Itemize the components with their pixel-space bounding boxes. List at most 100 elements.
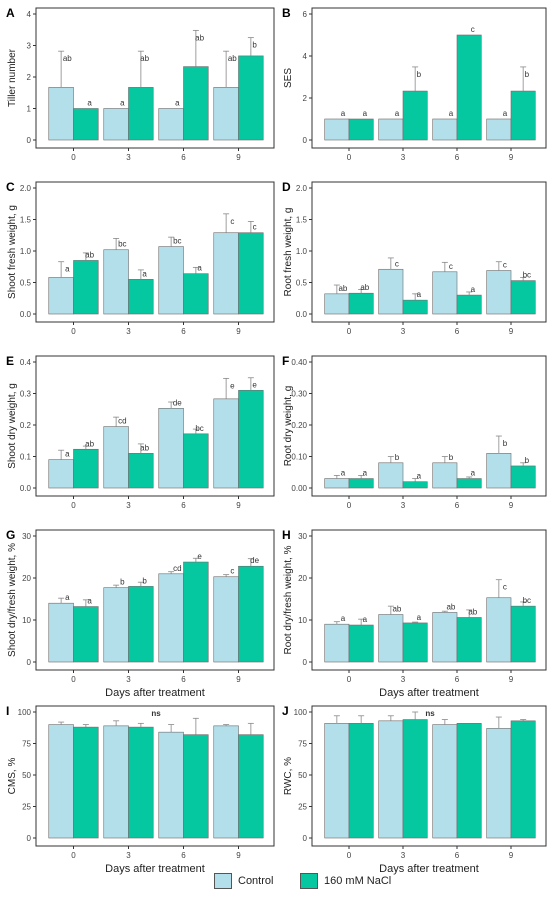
- ytick-label: 0.2: [20, 421, 32, 430]
- significance-label: c: [503, 583, 507, 592]
- panel-c: C 0.0 0.5 1.0 1.5 2.0 Shoot fresh weight, g 0 a a…: [6, 180, 275, 336]
- ytick-label: 0: [303, 136, 308, 145]
- significance-label: a: [65, 593, 70, 602]
- bar-nacl-day-3: [128, 453, 154, 489]
- significance-label: bc: [173, 237, 181, 246]
- bar-nacl-day-3: [128, 586, 154, 663]
- bar-control-day-6: [158, 108, 184, 141]
- bar-nacl-day-0: [73, 606, 99, 663]
- significance-label: bc: [523, 271, 531, 280]
- bar-nacl-day-0: [73, 108, 99, 141]
- bar-control-day-6: [432, 612, 458, 663]
- xtick-label: 0: [71, 327, 76, 336]
- bar-nacl-day-0: [73, 448, 99, 489]
- bar-control-day-3: [378, 720, 404, 839]
- panel-frame-d: [311, 181, 547, 323]
- significance-label: a: [175, 99, 180, 108]
- xtick-label: 6: [455, 501, 460, 510]
- ytick-label: 0.0: [296, 310, 308, 319]
- ytick-label: 0: [27, 136, 32, 145]
- xtick-label: 3: [401, 851, 406, 860]
- panel-f: F 0.00 0.10 0.20 0.30 0.40 Root dry weight, g 0…: [282, 354, 547, 510]
- bar-control-day-0: [48, 602, 74, 663]
- significance-label: c: [253, 223, 257, 232]
- significance-label: de: [173, 398, 182, 407]
- panel-frame-e: [35, 355, 275, 497]
- x-axis-title-h: Days after treatment: [379, 687, 479, 699]
- bar-nacl-day-6: [183, 273, 209, 315]
- ytick-label: 0.10: [291, 453, 307, 462]
- significance-label: a: [417, 472, 422, 481]
- significance-label: de: [250, 556, 259, 565]
- x-axis-title-i: Days after treatment: [105, 863, 205, 875]
- significance-label: b: [449, 453, 454, 462]
- ytick-label: 30: [298, 532, 307, 541]
- xtick-label: 0: [71, 675, 76, 684]
- panel-d: D 0.0 0.5 1.0 1.5 2.0 Root fresh weight, g 0 ab a…: [282, 180, 547, 336]
- legend-label-control: Control: [238, 875, 274, 887]
- bar-control-day-3: [378, 268, 404, 315]
- legend-swatch-nacl: [300, 873, 318, 889]
- significance-label: c: [503, 261, 507, 270]
- bar-nacl-day-6: [456, 294, 482, 315]
- panel-frame-f: [311, 355, 547, 497]
- significance-label: c: [471, 25, 475, 34]
- x-axis-title-g: Days after treatment: [105, 687, 205, 699]
- ytick-label: 0.4: [20, 358, 32, 367]
- legend-item-nacl: 160 mM NaCl: [300, 872, 391, 890]
- significance-label: a: [363, 615, 368, 624]
- significance-label: ab: [338, 284, 347, 293]
- bar-nacl-day-9: [510, 280, 536, 315]
- ytick-label: 25: [298, 803, 307, 812]
- xtick-label: 6: [455, 327, 460, 336]
- bar-control-day-3: [103, 108, 129, 141]
- panel-i: I 0 25 50 75 100 CMS, % 0 3 6 9 ns Days after treatm…: [6, 704, 275, 875]
- significance-label: c: [395, 259, 399, 268]
- panel-a: A 0 1 2 3 4 Tiller number 0 ab a 3 a ab 6 a ab 9 ab b: [6, 6, 275, 162]
- xtick-label: 6: [181, 327, 186, 336]
- significance-label: cd: [118, 417, 126, 426]
- significance-label: ab: [140, 54, 149, 63]
- bar-control-day-3: [103, 725, 129, 839]
- ytick-label: 10: [22, 616, 31, 625]
- significance-label: a: [87, 99, 92, 108]
- ytick-label: 0.5: [20, 279, 32, 288]
- significance-label: b: [525, 70, 530, 79]
- panel-frame-c: [35, 181, 275, 323]
- xtick-label: 9: [509, 501, 514, 510]
- significance-label: a: [341, 109, 346, 118]
- bar-control-day-9: [486, 270, 512, 315]
- panel-h: H 0 10 20 30 Root dry/fresh weight, % 0 a a 3 ab a 6…: [282, 528, 547, 699]
- bar-nacl-day-6: [183, 734, 209, 839]
- significance-label: a: [449, 109, 454, 118]
- xtick-label: 3: [401, 501, 406, 510]
- xtick-label: 6: [181, 675, 186, 684]
- ytick-label: 30: [22, 532, 31, 541]
- bar-control-day-9: [486, 728, 512, 839]
- ytick-label: 0: [27, 834, 32, 843]
- significance-label: b: [525, 456, 530, 465]
- xtick-label: 6: [455, 153, 460, 162]
- ytick-label: 0.3: [20, 390, 32, 399]
- significance-label: a: [341, 469, 346, 478]
- bar-nacl-day-0: [348, 723, 374, 839]
- ytick-label: 1.0: [296, 247, 308, 256]
- xtick-label: 0: [71, 501, 76, 510]
- xtick-label: 0: [347, 851, 352, 860]
- xtick-label: 0: [71, 153, 76, 162]
- panel-label-h: H: [282, 528, 291, 542]
- y-axis-title-h: Root dry/fresh weight, %: [283, 545, 294, 654]
- ytick-label: 0.5: [296, 279, 308, 288]
- xtick-label: 6: [181, 501, 186, 510]
- significance-label: ab: [446, 602, 455, 611]
- bar-control-day-6: [432, 118, 458, 141]
- ytick-label: 4: [27, 10, 32, 19]
- bar-control-day-6: [432, 724, 458, 839]
- bar-nacl-day-0: [348, 292, 374, 315]
- ytick-label: 20: [22, 574, 31, 583]
- xtick-label: 6: [181, 153, 186, 162]
- significance-label: c: [230, 217, 234, 226]
- ytick-label: 0.20: [291, 421, 307, 430]
- ytick-label: 100: [294, 708, 308, 717]
